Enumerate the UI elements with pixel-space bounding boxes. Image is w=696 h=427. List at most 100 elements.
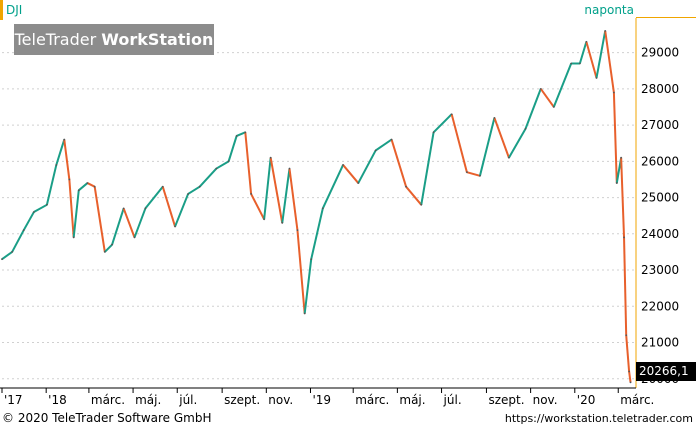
data-point bbox=[77, 189, 80, 192]
data-point bbox=[420, 203, 423, 206]
data-point bbox=[103, 251, 106, 253]
series-segment bbox=[612, 92, 618, 184]
grid bbox=[2, 52, 636, 380]
series-segment bbox=[342, 164, 360, 184]
series-segment bbox=[144, 186, 164, 210]
series-segment bbox=[303, 259, 313, 314]
data-point bbox=[612, 91, 615, 94]
data-point bbox=[595, 77, 598, 79]
interval-label[interactable]: naponta bbox=[584, 3, 634, 17]
data-point bbox=[629, 381, 632, 384]
data-point bbox=[507, 156, 510, 159]
data-point bbox=[161, 185, 164, 188]
data-point bbox=[144, 207, 147, 210]
series-segment bbox=[357, 149, 377, 184]
series-segment bbox=[508, 128, 527, 159]
data-point bbox=[310, 258, 313, 261]
y-tick-label: 26000 bbox=[641, 154, 679, 168]
data-point bbox=[93, 185, 96, 188]
series-segment bbox=[72, 190, 80, 238]
data-point bbox=[215, 167, 218, 170]
x-axis: '17 '18 márc. máj. júl. szept. nov. '19 márc. máj… bbox=[1, 388, 654, 407]
footer-url[interactable]: https://workstation.teletrader.com bbox=[504, 412, 693, 425]
series-segment bbox=[187, 185, 201, 195]
y-tick-label: 29000 bbox=[641, 46, 679, 60]
series-segment bbox=[269, 157, 284, 224]
data-point bbox=[72, 236, 75, 239]
data-point bbox=[357, 182, 360, 184]
series-segment bbox=[104, 243, 113, 253]
x-tick-label: '19 bbox=[312, 393, 331, 407]
series-segment bbox=[236, 131, 246, 137]
series-segment bbox=[390, 139, 408, 187]
data-point bbox=[623, 236, 625, 239]
data-point bbox=[570, 62, 573, 65]
series-segment bbox=[244, 132, 253, 195]
series-segment bbox=[68, 179, 75, 238]
data-point bbox=[269, 156, 272, 159]
data-point bbox=[45, 203, 48, 206]
data-point bbox=[620, 156, 623, 159]
series-segment bbox=[111, 208, 125, 245]
series-segment bbox=[620, 157, 626, 238]
data-point bbox=[111, 243, 113, 246]
series-segment bbox=[281, 168, 291, 224]
data-point bbox=[552, 106, 555, 108]
series-segment bbox=[93, 186, 106, 253]
series-segment bbox=[432, 113, 453, 134]
symbol-label: DJI bbox=[6, 3, 23, 17]
data-point bbox=[227, 160, 230, 163]
series-segment bbox=[45, 164, 58, 206]
series-segment bbox=[1, 251, 13, 260]
footer-copyright: © 2020 TeleTrader Software GmbH bbox=[2, 411, 212, 425]
data-point bbox=[122, 207, 125, 210]
series-segment bbox=[11, 229, 25, 253]
data-point bbox=[288, 167, 291, 170]
series-segment bbox=[198, 167, 218, 188]
series-segment bbox=[420, 132, 435, 205]
series-segment bbox=[310, 208, 324, 260]
x-tick-label: szept. bbox=[224, 393, 260, 407]
series-segment bbox=[478, 117, 496, 177]
data-point bbox=[604, 29, 607, 32]
series-segment bbox=[539, 88, 555, 108]
data-point bbox=[263, 218, 266, 221]
data-point bbox=[578, 62, 581, 65]
data-point bbox=[22, 229, 25, 232]
data-point bbox=[524, 127, 527, 130]
series-segment bbox=[321, 164, 344, 209]
data-point bbox=[296, 229, 299, 232]
watermark-product: WorkStation bbox=[101, 30, 214, 49]
data-point bbox=[1, 258, 3, 261]
series-segment bbox=[578, 41, 588, 64]
data-point bbox=[86, 182, 89, 184]
y-tick-label: 25000 bbox=[641, 191, 679, 205]
x-tick-label: '18 bbox=[48, 393, 67, 407]
y-tick-label: 21000 bbox=[641, 336, 679, 350]
series-segment bbox=[263, 157, 272, 220]
series-segment bbox=[78, 182, 89, 192]
series-segment bbox=[63, 139, 71, 180]
series-segment bbox=[250, 193, 266, 220]
watermark-logo: TeleTrader WorkStation bbox=[14, 24, 214, 55]
y-tick-label: 27000 bbox=[641, 118, 679, 132]
data-point bbox=[235, 135, 238, 137]
series-segment bbox=[33, 203, 48, 213]
x-tick-label: júl. bbox=[443, 393, 462, 407]
y-tick-label: 23000 bbox=[641, 263, 679, 277]
data-point bbox=[198, 185, 201, 188]
series-segment bbox=[122, 208, 136, 238]
series-segment bbox=[595, 30, 607, 79]
series-segment bbox=[604, 30, 615, 93]
data-point bbox=[628, 370, 631, 373]
data-point bbox=[342, 164, 344, 166]
axis-accent-line bbox=[636, 17, 696, 18]
series-segment bbox=[375, 138, 393, 152]
series-segment bbox=[552, 63, 573, 108]
data-point bbox=[68, 178, 71, 181]
x-tick-label: nov. bbox=[533, 393, 558, 407]
series-segment bbox=[625, 335, 631, 372]
series-segment bbox=[87, 182, 96, 188]
data-point bbox=[55, 164, 58, 166]
